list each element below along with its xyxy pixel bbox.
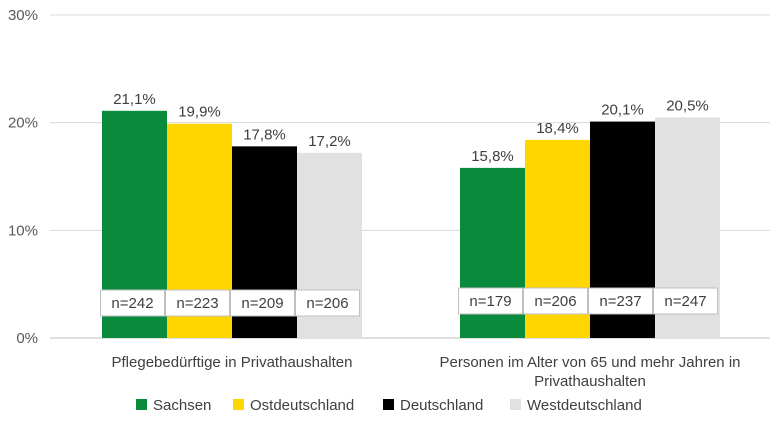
x-category-label: Pflegebedürftige in Privathaushalten bbox=[112, 354, 353, 371]
x-category-label: Privathaushalten bbox=[534, 373, 646, 390]
x-category-label: Personen im Alter von 65 und mehr Jahren… bbox=[439, 354, 740, 371]
n-label-box bbox=[295, 289, 360, 317]
legend-label: Sachsen bbox=[153, 397, 211, 414]
data-label: 18,4% bbox=[536, 120, 579, 137]
y-tick-label: 10% bbox=[8, 222, 38, 239]
data-label: 20,1% bbox=[601, 102, 644, 119]
data-label: 20,5% bbox=[666, 97, 709, 114]
n-label: n=237 bbox=[599, 293, 641, 310]
n-label: n=223 bbox=[176, 295, 218, 312]
y-tick-label: 0% bbox=[16, 330, 38, 347]
data-label: 21,1% bbox=[113, 91, 156, 108]
legend-swatch bbox=[136, 399, 147, 410]
n-label-box bbox=[165, 289, 230, 317]
y-tick-label: 30% bbox=[8, 7, 38, 24]
n-label: n=206 bbox=[306, 295, 348, 312]
n-label-box bbox=[523, 287, 588, 315]
n-label-box bbox=[458, 287, 523, 315]
n-label: n=242 bbox=[111, 295, 153, 312]
legend-label: Deutschland bbox=[400, 397, 483, 414]
legend-swatch bbox=[233, 399, 244, 410]
y-tick-label: 20% bbox=[8, 115, 38, 132]
legend-label: Ostdeutschland bbox=[250, 397, 354, 414]
data-label: 19,9% bbox=[178, 104, 221, 121]
legend-swatch bbox=[510, 399, 521, 410]
n-label-box bbox=[230, 289, 295, 317]
n-label: n=206 bbox=[534, 293, 576, 310]
data-label: 17,8% bbox=[243, 126, 286, 143]
n-label: n=179 bbox=[469, 293, 511, 310]
n-label-box bbox=[588, 287, 653, 315]
n-label: n=209 bbox=[241, 295, 283, 312]
n-label: n=247 bbox=[664, 293, 706, 310]
legend-label: Westdeutschland bbox=[527, 397, 642, 414]
data-label: 17,2% bbox=[308, 133, 351, 150]
legend-swatch bbox=[383, 399, 394, 410]
n-label-box bbox=[100, 289, 165, 317]
data-label: 15,8% bbox=[471, 148, 514, 165]
n-label-box bbox=[653, 287, 718, 315]
